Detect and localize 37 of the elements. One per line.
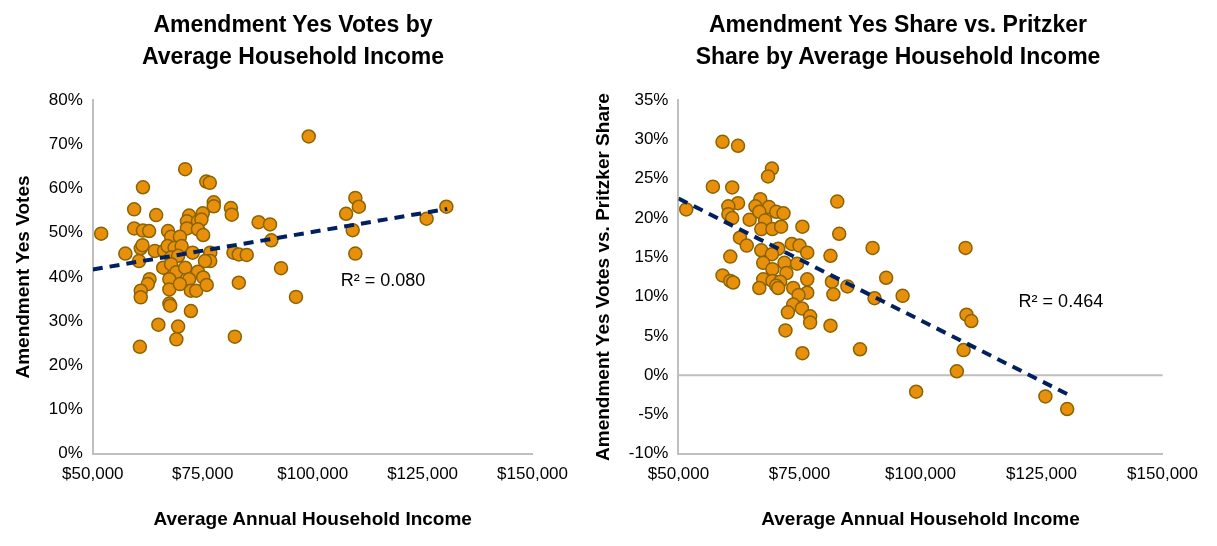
x-tick-label: $150,000	[1127, 463, 1198, 483]
y-tick-label: 25%	[634, 168, 669, 188]
x-tick-label: $50,000	[62, 463, 124, 483]
y-tick-label: 30%	[634, 129, 669, 149]
x-tick-label: $150,000	[497, 463, 568, 483]
x-tick-label: $125,000	[387, 463, 459, 483]
x-axis-title: Average Annual Household Income	[761, 507, 1080, 529]
y-tick-label: -5%	[638, 404, 669, 424]
x-tick-label: $100,000	[277, 463, 349, 483]
y-tick-label: 0%	[58, 443, 83, 463]
annotation: R² = 0.464	[1018, 290, 1104, 311]
x-tick-label: $75,000	[172, 463, 234, 483]
y-tick-label: 40%	[48, 266, 83, 286]
y-tick-label: 80%	[48, 89, 83, 109]
x-tick-label: $100,000	[885, 463, 956, 483]
y-tick-label: 0%	[643, 364, 669, 384]
y-tick-label: 70%	[48, 134, 83, 154]
y-axis-title: Amendment Yes Votes	[11, 175, 33, 379]
y-tick-label: 10%	[634, 286, 669, 306]
y-tick-label: 50%	[48, 222, 83, 242]
y-tick-label: 35%	[634, 89, 669, 109]
y-tick-label: 15%	[634, 247, 669, 267]
y-tick-label: 10%	[48, 399, 83, 419]
y-tick-label: 5%	[643, 325, 669, 345]
x-tick-label: $125,000	[1006, 463, 1077, 483]
x-tick-label: $50,000	[647, 463, 710, 483]
x-axis-title: Average Annual Household Income	[153, 507, 472, 529]
y-tick-label: 20%	[48, 355, 83, 375]
chart-title: Amendment Yes Share vs. Pritzker Share by Average Household Income	[694, 10, 1102, 71]
x-tick-label: $75,000	[768, 463, 831, 483]
chart-title: Amendment Yes Votes by Average Household Income	[140, 10, 446, 71]
annotation: R² = 0.080	[340, 269, 426, 290]
y-tick-label: 20%	[634, 207, 669, 227]
y-tick-label: -10%	[628, 443, 669, 463]
y-tick-label: 60%	[48, 178, 83, 198]
y-tick-label: 30%	[48, 310, 83, 330]
y-axis-title: Amendment Yes Votes vs. Pritzker Share	[591, 93, 613, 461]
